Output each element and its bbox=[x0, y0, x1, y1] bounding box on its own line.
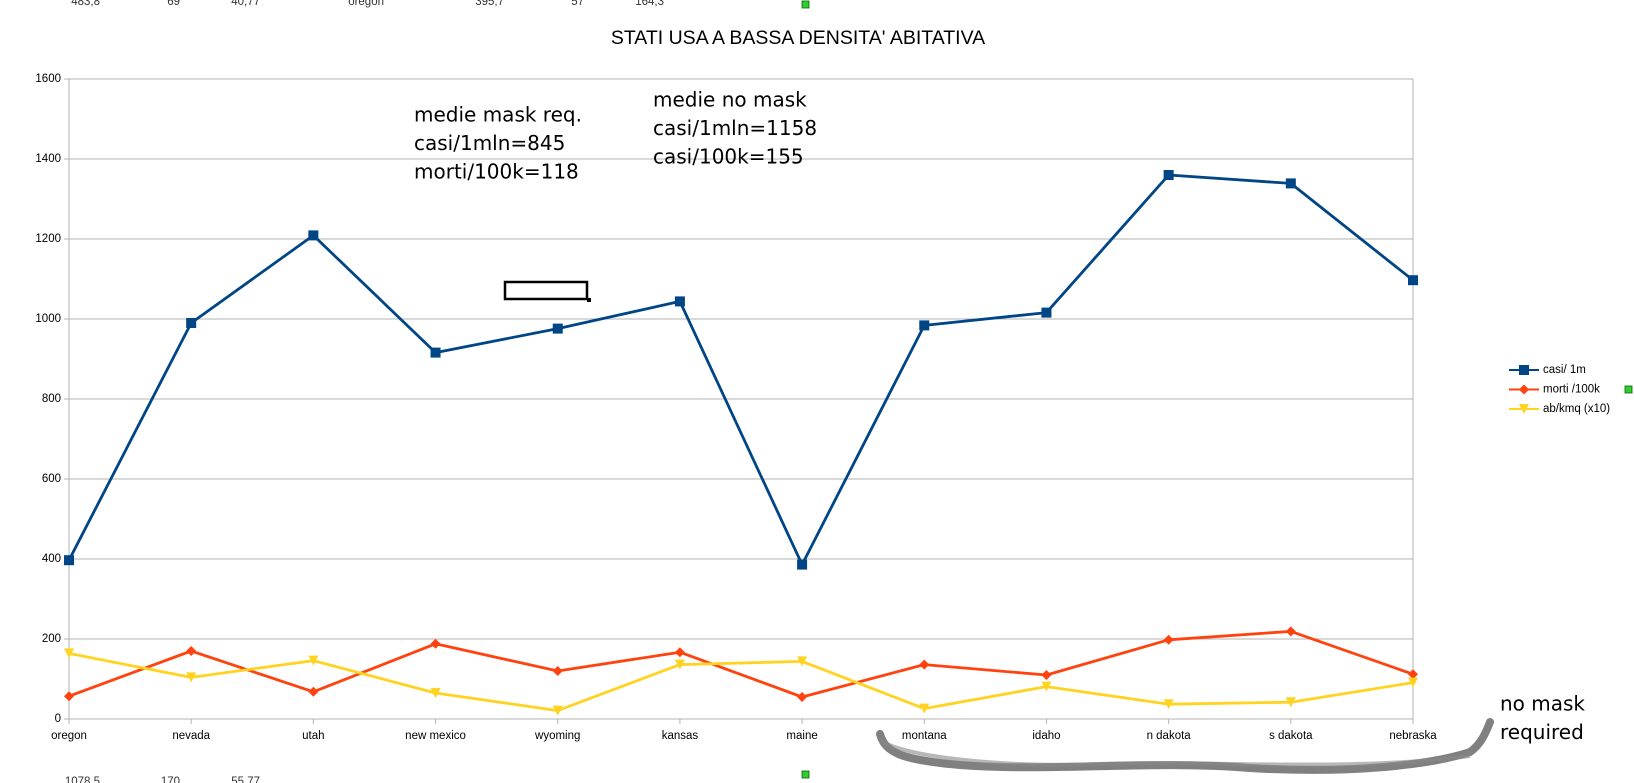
data-point bbox=[308, 230, 319, 241]
sheet-cell: 483,8 bbox=[71, 0, 100, 8]
data-point bbox=[186, 318, 197, 328]
data-point bbox=[1285, 178, 1296, 189]
legend-marker bbox=[1519, 365, 1529, 375]
data-point bbox=[1285, 626, 1296, 637]
annotation: medie mask req. bbox=[414, 103, 582, 127]
data-point bbox=[552, 705, 563, 716]
shape-handle bbox=[587, 298, 591, 302]
x-tick-label: s dakota bbox=[1269, 730, 1313, 742]
series-line bbox=[68, 652, 1414, 712]
data-point bbox=[919, 659, 930, 670]
sheet-cell: 1078,5 bbox=[65, 776, 100, 783]
x-tick-label: montana bbox=[902, 730, 947, 742]
y-tick-label: 1000 bbox=[35, 313, 61, 325]
sheet-cell: 40,77 bbox=[231, 0, 260, 8]
data-point bbox=[674, 659, 685, 670]
x-tick-label: maine bbox=[786, 730, 817, 742]
data-point bbox=[64, 648, 74, 659]
y-tick-label: 1200 bbox=[35, 233, 61, 245]
legend-label: casi/ 1m bbox=[1543, 364, 1586, 376]
y-tick-label: 200 bbox=[42, 633, 61, 645]
data-point bbox=[1408, 669, 1418, 680]
sheet-fragments: 483,8 69 40,77 oregon 395,7 57 164,3 1078,5 170 5… bbox=[65, 0, 664, 783]
y-tick-label: 600 bbox=[42, 473, 61, 485]
data-point bbox=[797, 692, 808, 702]
annotation: medie no mask bbox=[653, 88, 807, 112]
data-point bbox=[1041, 681, 1052, 692]
y-tick-label: 1600 bbox=[35, 73, 61, 85]
x-tick-label: new mexico bbox=[405, 730, 466, 742]
x-tick-label: oregon bbox=[51, 730, 87, 742]
data-point bbox=[1408, 677, 1418, 688]
data-point bbox=[1408, 275, 1418, 286]
data-point bbox=[674, 296, 685, 307]
data-point bbox=[430, 688, 441, 698]
data-point bbox=[186, 672, 197, 683]
annotation: casi/100k=155 bbox=[653, 145, 804, 169]
data-point bbox=[797, 656, 808, 667]
legend-label: morti /100k bbox=[1543, 384, 1600, 396]
sheet-cell: 164,3 bbox=[635, 0, 664, 8]
chart-title: STATI USA A BASSA DENSITA' ABITATIVA bbox=[611, 27, 985, 49]
series-line bbox=[67, 173, 1414, 566]
data-point bbox=[308, 655, 319, 666]
legend-marker bbox=[1519, 404, 1529, 414]
selection-handle bbox=[801, 0, 810, 9]
sheet-cell: 395,7 bbox=[475, 0, 504, 8]
data-point bbox=[64, 555, 74, 566]
data-point bbox=[1285, 697, 1296, 708]
annotation: morti/100k=118 bbox=[414, 160, 579, 184]
x-tick-label: nevada bbox=[172, 730, 210, 742]
data-point bbox=[430, 347, 441, 358]
sheet-cell: oregon bbox=[348, 0, 384, 8]
x-tick-label: nebraska bbox=[1389, 730, 1437, 742]
annotation: casi/1mln=1158 bbox=[653, 116, 817, 140]
x-tick-label: idaho bbox=[1032, 730, 1060, 742]
annotation: required bbox=[1500, 720, 1584, 744]
sheet-cell: 57 bbox=[571, 0, 584, 8]
legend-marker bbox=[1519, 384, 1529, 395]
hand-drawn-underline bbox=[878, 738, 1471, 767]
x-tick-label: n dakota bbox=[1147, 730, 1192, 742]
annotation: casi/1mln=845 bbox=[414, 131, 565, 155]
annotation: no mask bbox=[1500, 692, 1585, 716]
data-point bbox=[430, 638, 441, 649]
data-point bbox=[308, 686, 319, 697]
x-tick-label: wyoming bbox=[534, 730, 580, 742]
x-tick-label: utah bbox=[302, 730, 324, 742]
y-tick-label: 800 bbox=[42, 393, 61, 405]
data-point bbox=[919, 703, 930, 714]
data-point bbox=[552, 666, 563, 676]
selection-handle bbox=[801, 770, 810, 779]
y-tick-label: 0 bbox=[55, 713, 61, 725]
data-point bbox=[186, 646, 197, 656]
data-point bbox=[1163, 170, 1174, 180]
data-point bbox=[64, 691, 74, 702]
y-tick-label: 1400 bbox=[35, 153, 61, 165]
data-point bbox=[674, 647, 685, 658]
data-point bbox=[1041, 307, 1052, 318]
data-point bbox=[1163, 634, 1174, 645]
sheet-cell: 55,77 bbox=[231, 776, 260, 783]
series-line bbox=[68, 630, 1414, 699]
data-point bbox=[1163, 699, 1174, 710]
hand-drawn-underline bbox=[876, 718, 1494, 774]
data-point bbox=[1041, 670, 1052, 680]
data-point bbox=[552, 323, 563, 334]
sheet-cell: 170 bbox=[161, 776, 180, 783]
legend-label: ab/kmq (x10) bbox=[1543, 403, 1610, 415]
data-point bbox=[919, 320, 930, 331]
x-tick-label: kansas bbox=[662, 730, 699, 742]
selected-shape bbox=[503, 280, 589, 301]
y-tick-label: 400 bbox=[42, 553, 61, 565]
sheet-cell: 69 bbox=[167, 0, 180, 8]
selection-handle bbox=[1624, 385, 1633, 394]
data-point bbox=[797, 559, 808, 570]
